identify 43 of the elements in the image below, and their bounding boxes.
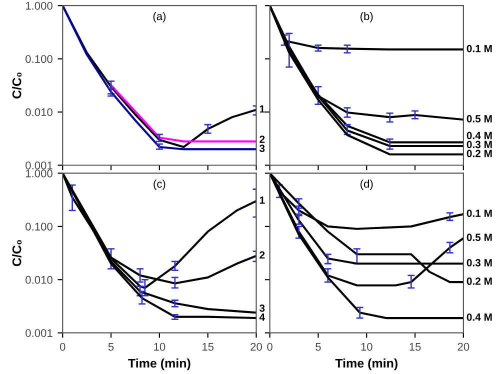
x-tick-label: 0 bbox=[267, 342, 272, 351]
x-tick-label: 5 bbox=[316, 342, 321, 351]
x-axis-title: Time (min) bbox=[335, 358, 398, 370]
x-axis-title: Time (min) bbox=[128, 358, 190, 370]
series-label: 2 bbox=[260, 136, 265, 143]
series-label: 0.3 M bbox=[466, 259, 492, 266]
x-tick-label: 15 bbox=[202, 342, 214, 351]
y-tick-label: 0.010 bbox=[26, 276, 52, 284]
x-tick-label: 20 bbox=[250, 342, 262, 351]
series-label: 3 bbox=[259, 304, 265, 312]
y-tick-label: 0.100 bbox=[26, 55, 52, 63]
x-tick-label: 10 bbox=[361, 342, 372, 351]
series-label: 0.4 M bbox=[466, 132, 492, 140]
x-tick-label: 20 bbox=[458, 342, 470, 351]
text: (a) bbox=[153, 12, 166, 22]
y-axis-title: C/C₀ bbox=[12, 240, 22, 266]
series-label: 0.4 M bbox=[466, 313, 492, 321]
series-label: 1 bbox=[260, 196, 265, 204]
y-tick-label: 1.000 bbox=[26, 169, 52, 178]
y-tick-label: 0.001 bbox=[26, 162, 52, 170]
series-label: 1 bbox=[260, 105, 265, 113]
series-label: 0.2 M bbox=[466, 150, 492, 158]
x-tick-label: 15 bbox=[410, 342, 421, 351]
y-tick-label: 1.000 bbox=[26, 2, 52, 10]
series-label: 3 bbox=[259, 144, 265, 152]
y-tick-label: 0.100 bbox=[26, 222, 52, 231]
y-tick-label: 0.010 bbox=[26, 108, 52, 116]
series-label: 0.5 M bbox=[466, 234, 492, 242]
text: (b) bbox=[360, 12, 373, 22]
x-tick-label: 10 bbox=[154, 342, 166, 351]
series-label: 0.1 M bbox=[466, 210, 492, 217]
text: (d) bbox=[360, 180, 373, 190]
series-label: 0.3 M bbox=[466, 140, 492, 148]
series-label: 0.5 M bbox=[466, 115, 492, 122]
series-label: 2 bbox=[260, 251, 265, 259]
x-tick-label: 0 bbox=[60, 342, 66, 351]
series-label: 0.1 M bbox=[466, 44, 492, 52]
x-tick-label: 5 bbox=[108, 342, 114, 351]
text: (c) bbox=[154, 180, 166, 190]
series-label: 4 bbox=[259, 314, 265, 321]
series-label: 0.2 M bbox=[466, 278, 492, 285]
y-axis-title: C/C₀ bbox=[12, 72, 22, 98]
y-tick-label: 0.001 bbox=[26, 329, 52, 337]
